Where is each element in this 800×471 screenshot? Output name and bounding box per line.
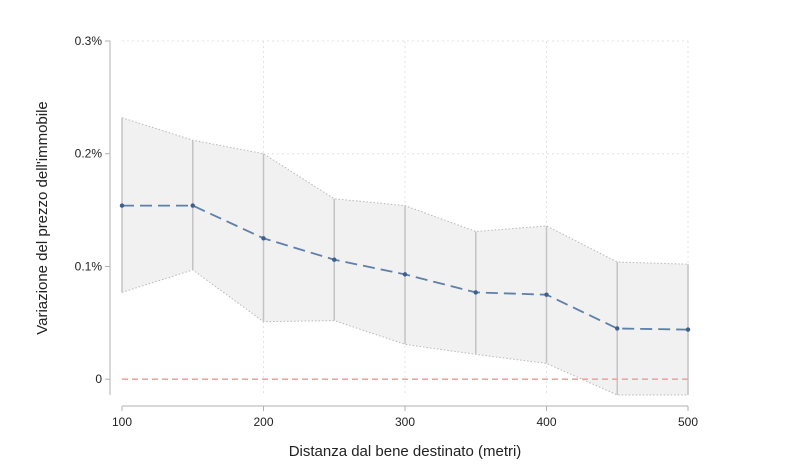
y-tick-label: 0 — [95, 372, 102, 386]
data-point-500 — [685, 327, 691, 332]
x-axis-title: Distanza dal bene destinato (metri) — [289, 443, 522, 460]
x-tick-label: 500 — [678, 415, 698, 429]
confidence-band-lower-edge — [121, 269, 688, 396]
data-point-350 — [473, 290, 478, 295]
x-tick-label: 100 — [112, 415, 132, 429]
data-points — [119, 203, 691, 332]
x-tick-label: 400 — [536, 415, 556, 429]
y-axis-title: Variazione del prezzo dell'immobile — [34, 101, 51, 335]
data-point-250 — [332, 257, 337, 262]
data-point-150 — [190, 203, 195, 208]
x-axis-ticks: 100 200 300 400 500 — [112, 406, 698, 429]
x-tick-label: 300 — [395, 415, 415, 429]
y-tick-label: 0.3% — [75, 34, 103, 48]
data-point-400 — [544, 292, 549, 297]
y-axis-ticks: 0 0.1% 0.2% 0.3% — [75, 34, 110, 386]
y-tick-label: 0.2% — [75, 147, 103, 161]
data-point-100 — [119, 203, 125, 208]
y-tick-label: 0.1% — [75, 259, 103, 273]
x-tick-label: 200 — [253, 415, 273, 429]
data-point-200 — [261, 236, 266, 241]
data-point-300 — [402, 272, 408, 277]
data-point-450 — [615, 326, 620, 331]
